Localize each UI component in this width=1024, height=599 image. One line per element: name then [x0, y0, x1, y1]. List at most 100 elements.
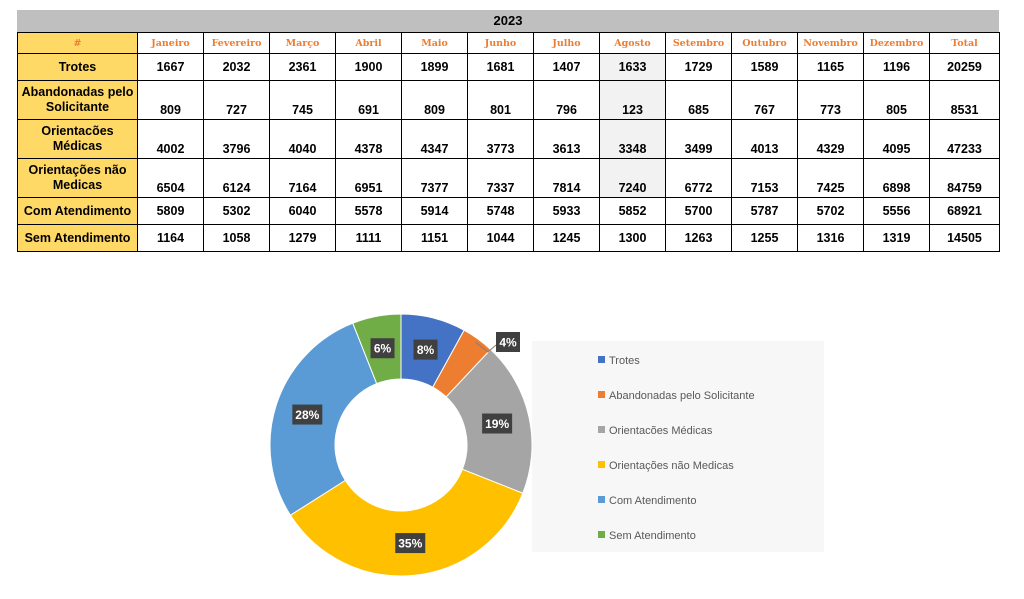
table-cell: 6504 [137, 158, 204, 198]
table-cell: 5809 [137, 197, 204, 225]
table-cell: 123 [599, 80, 666, 120]
table-cell: 727 [203, 80, 270, 120]
table-cell: 84759 [929, 158, 1000, 198]
data-label-5: 6% [370, 338, 395, 359]
table-cell: 4095 [863, 119, 930, 159]
table-cell: 1279 [269, 224, 336, 252]
table-cell: 14505 [929, 224, 1000, 252]
data-label-text: 19% [485, 417, 509, 431]
row-label: Sem Atendimento [17, 224, 138, 252]
table-cell: 1044 [467, 224, 534, 252]
table-cell: 1899 [401, 53, 468, 81]
table-cell: 796 [533, 80, 600, 120]
legend-swatch [598, 461, 605, 468]
table-cell: 1589 [731, 53, 798, 81]
legend-item: Trotes [598, 355, 640, 367]
data-label-2: 19% [482, 413, 513, 434]
row-label: Trotes [17, 53, 138, 81]
row-label: Com Atendimento [17, 197, 138, 225]
data-label-3: 35% [395, 533, 426, 554]
legend-label: Com Atendimento [609, 495, 696, 507]
table-cell: 1058 [203, 224, 270, 252]
table-cell: 1111 [335, 224, 402, 252]
legend-label: Sem Atendimento [609, 530, 696, 542]
table-cell: 7153 [731, 158, 798, 198]
legend-label: Abandonadas pelo Solicitante [609, 390, 755, 402]
table-cell: 68921 [929, 197, 1000, 225]
table-cell: 1151 [401, 224, 468, 252]
legend-label: Trotes [609, 355, 640, 367]
legend-item: Orientacões Médicas [598, 425, 713, 437]
data-label-1: 4% [496, 332, 520, 352]
data-label-0: 8% [413, 339, 438, 360]
table-cell: 7337 [467, 158, 534, 198]
table-cell: 1164 [137, 224, 204, 252]
row-label: Orientacões Médicas [17, 119, 138, 159]
data-label-text: 4% [499, 336, 517, 350]
table-cell: 2032 [203, 53, 270, 81]
legend-label: Orientacões Médicas [609, 425, 713, 437]
data-table: 2023 # Janeiro Fevereiro Março Abril Maio Jun… [17, 10, 1000, 252]
table-cell: 5852 [599, 197, 666, 225]
table-cell: 6898 [863, 158, 930, 198]
table-cell: 1196 [863, 53, 930, 81]
legend-swatch [598, 356, 605, 363]
table-cell: 4040 [269, 119, 336, 159]
table-cell: 809 [401, 80, 468, 120]
table-row: Trotes 1667 2032 2361 1900 1899 1681 1407 1633 17… [17, 53, 1000, 81]
table-cell: 3796 [203, 119, 270, 159]
table-cell: 7425 [797, 158, 864, 198]
table-cell: 767 [731, 80, 798, 120]
legend-box [532, 341, 824, 552]
table-cell: 685 [665, 80, 732, 120]
table-cell: 5914 [401, 197, 468, 225]
data-label-4: 28% [292, 404, 323, 425]
table-cell: 1245 [533, 224, 600, 252]
row-label: Orientações não Medicas [17, 158, 138, 198]
data-label-text: 28% [295, 408, 319, 422]
table-cell: 7240 [599, 158, 666, 198]
table-cell: 1316 [797, 224, 864, 252]
table-row: Orientacões Médicas 4002 3796 4040 4378 4347 3… [17, 119, 1000, 159]
table-row: Abandonadas pelo Solicitante 809 727 745 691… [17, 80, 1000, 120]
legend-label: Orientações não Medicas [609, 460, 734, 472]
year-header: 2023 [17, 10, 999, 32]
table-cell: 6772 [665, 158, 732, 198]
table-cell: 801 [467, 80, 534, 120]
legend-swatch [598, 426, 605, 433]
corner-cell: # [17, 32, 138, 54]
table-cell: 5748 [467, 197, 534, 225]
leader-line [475, 341, 497, 353]
legend-item: Orientações não Medicas [598, 460, 734, 472]
table-cell: 3499 [665, 119, 732, 159]
monthly-table: # Janeiro Fevereiro Março Abril Maio Junho Jul… [17, 32, 1000, 252]
data-label-text: 6% [374, 342, 392, 356]
table-cell: 3348 [599, 119, 666, 159]
legend-item: Com Atendimento [598, 495, 696, 507]
table-cell: 1633 [599, 53, 666, 81]
table-cell: 1319 [863, 224, 930, 252]
legend-item: Sem Atendimento [598, 530, 696, 542]
slice-3 [289, 468, 524, 577]
table-cell: 47233 [929, 119, 1000, 159]
table-cell: 5556 [863, 197, 930, 225]
table-cell: 6040 [269, 197, 336, 225]
row-label: Abandonadas pelo Solicitante [17, 80, 138, 120]
table-cell: 1900 [335, 53, 402, 81]
legend-swatch [598, 496, 605, 503]
table-cell: 5700 [665, 197, 732, 225]
table-cell: 1681 [467, 53, 534, 81]
table-row: Sem Atendimento 1164 1058 1279 1111 1151 1044 1… [17, 224, 1000, 252]
table-cell: 4378 [335, 119, 402, 159]
table-cell: 4002 [137, 119, 204, 159]
table-cell: 1165 [797, 53, 864, 81]
table-cell: 773 [797, 80, 864, 120]
table-row: Com Atendimento 5809 5302 6040 5578 5914 5748 5… [17, 197, 1000, 225]
table-cell: 1300 [599, 224, 666, 252]
legend-swatch [598, 391, 605, 398]
data-label-text: 35% [398, 537, 422, 551]
table-cell: 20259 [929, 53, 1000, 81]
table-cell: 7377 [401, 158, 468, 198]
table-cell: 3773 [467, 119, 534, 159]
